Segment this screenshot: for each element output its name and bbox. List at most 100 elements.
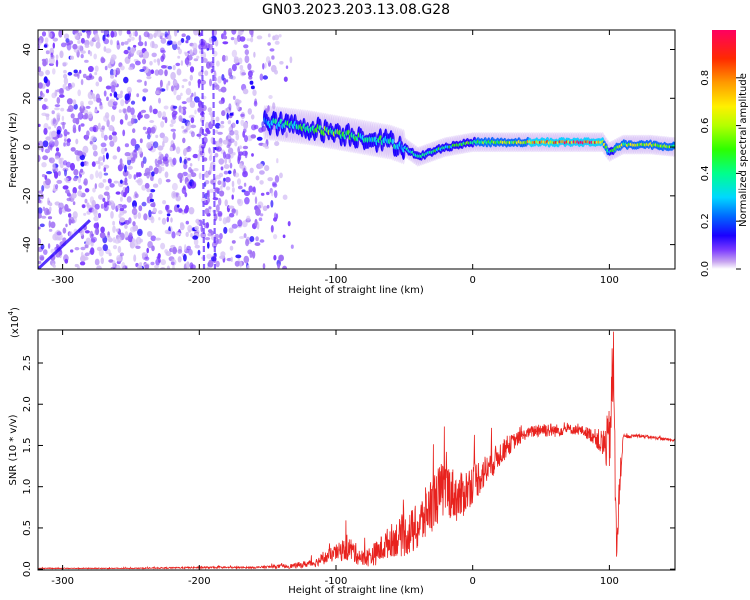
noise-blob (122, 129, 126, 137)
noise-blob (166, 83, 169, 91)
noise-blob (112, 245, 118, 250)
noise-blob (238, 151, 244, 156)
noise-blob (113, 69, 117, 76)
noise-blob (259, 170, 265, 175)
noise-blob (166, 42, 171, 46)
noise-blob (207, 197, 211, 203)
noise-blob (278, 254, 284, 262)
noise-blob (146, 75, 152, 80)
noise-blob (142, 88, 149, 93)
noise-blob (55, 147, 60, 152)
noise-blob (45, 136, 51, 141)
noise-blob (132, 44, 137, 48)
noise-blob (215, 204, 220, 213)
noise-blob (183, 254, 187, 262)
noise-blob (188, 61, 192, 66)
noise-blob (55, 59, 59, 68)
noise-blob (270, 200, 274, 208)
noise-blob (89, 196, 94, 204)
noise-blob (77, 190, 83, 197)
noise-blob (160, 55, 165, 62)
noise-blob (156, 30, 162, 38)
noise-blob (172, 246, 178, 255)
noise-blob (259, 239, 265, 243)
noise-blob (102, 197, 106, 202)
y-tick-label: 0 (22, 144, 33, 150)
svg-text:(x104): (x104) (7, 307, 21, 338)
noise-blob (132, 200, 137, 209)
noise-blob (38, 70, 44, 77)
noise-blob (186, 245, 191, 251)
noise-blob (84, 59, 89, 63)
noise-blob (244, 150, 248, 159)
noise-blob (49, 206, 52, 212)
noise-blob (257, 201, 264, 209)
noise-blob (180, 222, 184, 227)
noise-blob (244, 190, 250, 197)
noise-blob (52, 162, 56, 170)
noise-blob (287, 221, 291, 227)
noise-blob (147, 33, 150, 38)
noise-blob (158, 258, 161, 263)
noise-blob (247, 63, 252, 71)
noise-blob (141, 58, 147, 65)
noise-blob (110, 211, 114, 219)
noise-blob (220, 120, 225, 125)
x-tick-label: -200 (188, 275, 211, 286)
noise-blob (240, 113, 245, 118)
noise-blob (124, 231, 129, 238)
noise-blob (92, 144, 98, 151)
noise-blob (155, 163, 160, 167)
noise-blob (63, 33, 70, 40)
noise-blob (181, 125, 185, 129)
noise-blob (94, 71, 98, 76)
noise-blob (218, 172, 224, 178)
noise-blob (103, 134, 108, 141)
noise-blob (111, 114, 115, 122)
noise-blob (243, 167, 246, 174)
noise-blob (167, 65, 172, 70)
noise-blob (266, 191, 270, 196)
noise-blob (244, 55, 250, 64)
noise-blob (124, 177, 128, 184)
noise-blob (107, 178, 112, 184)
noise-blob (104, 30, 109, 35)
noise-blob (41, 185, 45, 192)
noise-blob (108, 200, 115, 206)
x-tick-label: 0 (470, 576, 476, 587)
noise-blob (128, 173, 132, 180)
noise-blob (169, 123, 174, 128)
noise-blob (94, 258, 100, 266)
snr-frame (37, 329, 676, 571)
noise-blob (190, 117, 195, 124)
noise-blob (93, 53, 97, 60)
noise-blob (186, 261, 190, 269)
spectrogram-ylabel: Frequency (Hz) (8, 112, 19, 188)
noise-blob (42, 60, 47, 67)
noise-blob (130, 107, 135, 116)
noise-blob (80, 246, 86, 251)
noise-blob (54, 155, 60, 160)
noise-blob (282, 234, 286, 239)
noise-blob (73, 103, 78, 110)
noise-blob (185, 40, 189, 44)
noise-blob (164, 69, 168, 77)
noise-blob (241, 220, 248, 228)
noise-blob (71, 192, 77, 199)
noise-blob (141, 252, 148, 258)
noise-blob (172, 64, 176, 71)
noise-blob (60, 121, 67, 126)
noise-blob (38, 154, 41, 163)
noise-blob (264, 165, 270, 172)
noise-blob (148, 209, 152, 218)
noise-blob (65, 208, 72, 212)
noise-blob (81, 204, 86, 209)
vertical-streak (200, 30, 206, 269)
noise-blob (80, 79, 84, 86)
noise-blob (235, 254, 242, 259)
noise-blob (122, 108, 127, 114)
noise-blob (200, 80, 207, 85)
noise-blob (237, 185, 243, 190)
noise-blob (232, 95, 236, 101)
noise-blob (180, 60, 184, 66)
